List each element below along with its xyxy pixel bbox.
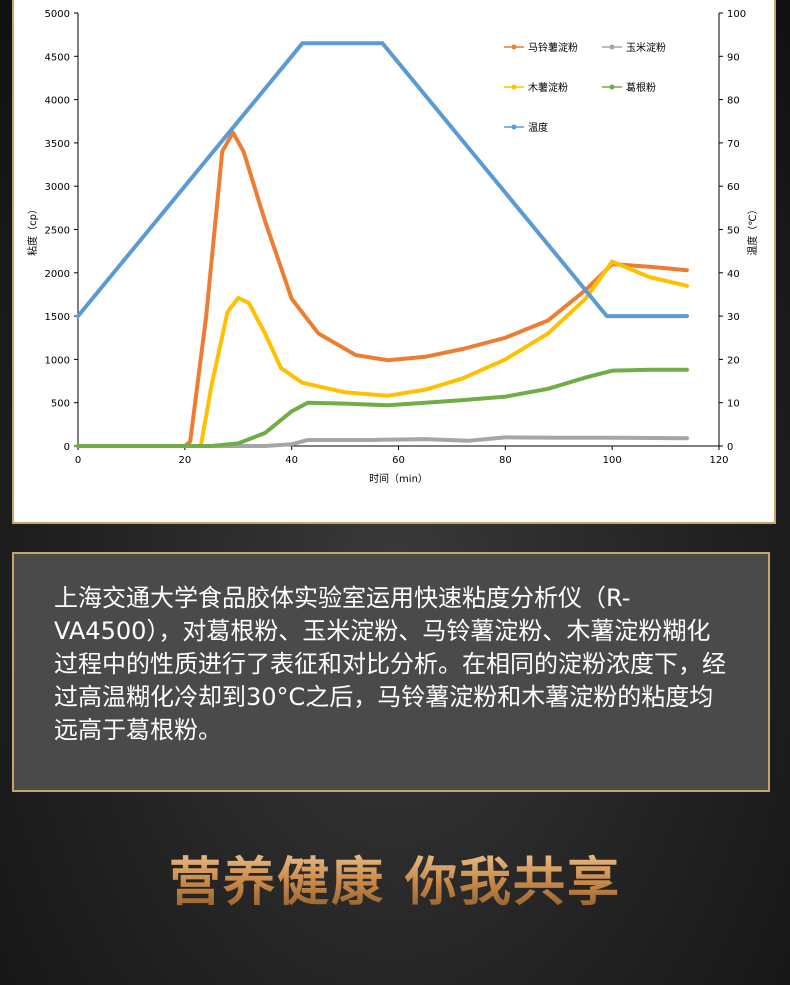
- x-tick-label: 40: [285, 455, 298, 466]
- legend-marker: [609, 84, 615, 90]
- y-tick-label: 2500: [45, 226, 70, 237]
- series-line: [76, 130, 689, 448]
- series-line: [76, 367, 689, 448]
- x-tick-label: 60: [392, 455, 405, 466]
- legend-label: 温度: [528, 121, 548, 134]
- y2-tick-label: 30: [727, 312, 740, 323]
- series-line: [76, 435, 689, 448]
- y2-tick-label: 40: [727, 269, 740, 280]
- x-tick-label: 0: [75, 455, 81, 466]
- legend-marker: [511, 124, 517, 130]
- description-text: 上海交通大学食品胶体实验室运用快速粘度分析仪（R-VA4500），对葛根粉、玉米…: [54, 584, 726, 744]
- y-tick-label: 1500: [45, 312, 70, 323]
- chart-panel: 0 20 40 60 80 100 120 0 500 1000 1500 2000 2500 3000 3…: [12, 0, 776, 524]
- y-tick-label: 4500: [45, 52, 70, 63]
- series-line: [76, 41, 689, 319]
- y2-tick-label: 80: [727, 96, 740, 107]
- y-tick-label: 4000: [45, 96, 70, 107]
- y2-tick-label: 70: [727, 139, 740, 150]
- x-tick-label: 20: [178, 455, 191, 466]
- y-tick-label: 500: [51, 399, 70, 410]
- legend-label: 木薯淀粉: [528, 81, 568, 94]
- y-tick-label: 3500: [45, 139, 70, 150]
- y2-tick-label: 100: [727, 9, 746, 20]
- x-tick-label: 80: [499, 455, 512, 466]
- x-tick-label: 120: [709, 455, 728, 466]
- x-axis-label: 时间（min）: [369, 472, 428, 485]
- y-tick-label: 2000: [45, 269, 70, 280]
- series-line: [76, 259, 689, 448]
- y2-tick-label: 10: [727, 399, 740, 410]
- y2-tick-label: 20: [727, 355, 740, 366]
- y-tick-label: 5000: [45, 9, 70, 20]
- legend-label: 葛根粉: [626, 81, 656, 94]
- legend-marker: [609, 44, 615, 50]
- legend-marker: [511, 84, 517, 90]
- legend-marker: [511, 44, 517, 50]
- slogan: 营养健康 你我共享: [0, 840, 790, 915]
- y2-tick-label: 0: [727, 442, 733, 453]
- legend-label: 马铃薯淀粉: [528, 41, 578, 54]
- legend-label: 玉米淀粉: [626, 41, 666, 54]
- y2-axis-label: 温度（℃）: [746, 204, 759, 255]
- y2-tick-label: 90: [727, 52, 740, 63]
- y2-tick-label: 50: [727, 226, 740, 237]
- y-tick-label: 3000: [45, 182, 70, 193]
- description-box: 上海交通大学食品胶体实验室运用快速粘度分析仪（R-VA4500），对葛根粉、玉米…: [12, 552, 770, 792]
- y-tick-label: 1000: [45, 355, 70, 366]
- y-tick-label: 0: [64, 442, 70, 453]
- x-tick-label: 100: [603, 455, 622, 466]
- y2-tick-label: 60: [727, 182, 740, 193]
- viscosity-chart: 0 20 40 60 80 100 1200500100015002000250030003…: [26, 9, 759, 485]
- y-axis-label: 粘度（cp）: [26, 204, 39, 256]
